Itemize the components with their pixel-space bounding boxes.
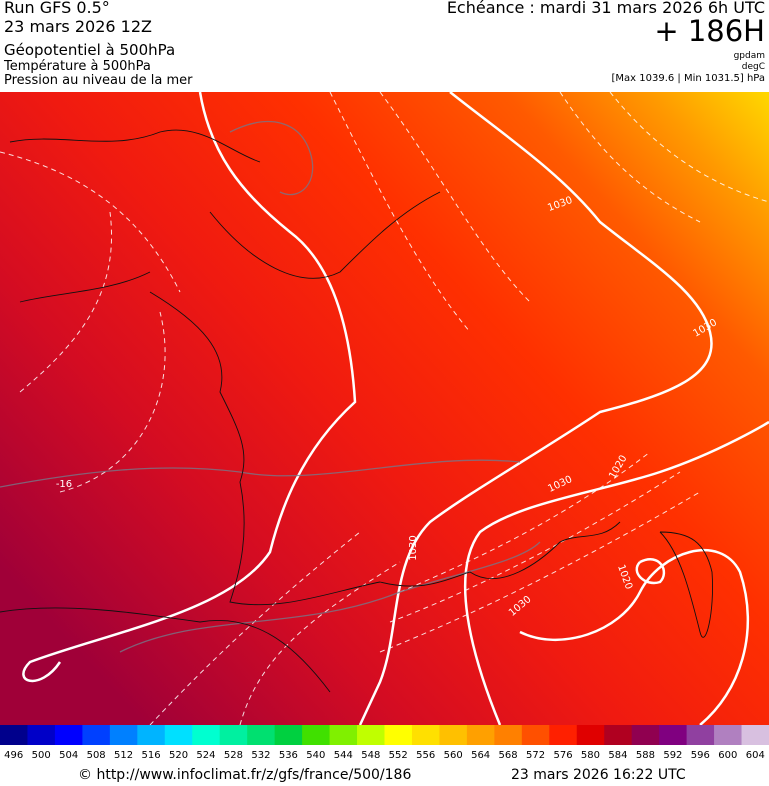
unit: gpdam [733,51,765,61]
colorbar-label: 516 [142,750,161,761]
header: Run GFS 0.5° 23 mars 2026 12Z Géopotenti… [0,0,769,92]
colorbar-swatch [274,725,303,745]
colorbar-label: 556 [416,750,435,761]
colorbar-swatch [357,725,385,745]
source-url: © http://www.infoclimat.fr/z/gfs/france/… [78,767,412,783]
colorbar-swatch [164,725,193,745]
run: Run GFS 0.5° [4,0,110,17]
colorbar-label: 552 [389,750,408,761]
colorbar-swatch [54,725,83,745]
colorbar-label: 596 [691,750,710,761]
colorbar-label: 500 [32,750,51,761]
colorbar-swatch [411,725,440,745]
colorbar-label: 528 [224,750,243,761]
colorbar-swatch [192,725,221,745]
colorbar-label: 532 [251,750,270,761]
colorbar-label: 592 [663,750,682,761]
colorbar-swatch [466,725,495,745]
colorbar-label: 512 [114,750,133,761]
forecast: Echéance : mardi 31 mars 2026 6h UTC [446,0,765,17]
unit: degC [741,62,765,72]
colorbar-label: 572 [526,750,545,761]
colorbar-swatch [576,725,605,745]
colorbar-swatch [604,725,633,745]
colorbar-label: 588 [636,750,655,761]
colorbar-swatch [521,725,550,745]
isotherms [0,92,769,725]
colorbar-swatch [686,725,715,745]
colorbar-swatch [219,725,248,745]
colorbar-swatch [384,725,413,745]
contour-label: -16 [56,479,72,490]
colorbar-label: 496 [4,750,23,761]
geopotential [0,120,541,653]
colorbar-swatch [439,725,468,745]
run-date: 23 mars 2026 12Z [4,17,152,36]
range: [Max 1039.6 | Min 1031.5] hPa [611,73,765,84]
colorbar-label: 544 [334,750,353,761]
colorbar-swatch [631,725,660,745]
colorbar-swatch [302,725,331,745]
field: Géopotentiel à 500hPa [4,41,176,59]
colorbar-label: 536 [279,750,298,761]
colorbar-label: 576 [553,750,572,761]
colorbar-swatch [741,725,769,745]
colorbar-label: 540 [306,750,325,761]
contour-label: 1030 [408,535,419,560]
colorbar-label: 560 [444,750,463,761]
colorbar-label: 580 [581,750,600,761]
colorbar-swatch [714,725,743,745]
field: Pression au niveau de la mer [4,73,193,88]
colorbar-swatch [247,725,276,745]
colorbar-swatch [329,725,358,745]
colorbar-label: 520 [169,750,188,761]
lead-time: + 186H [654,14,765,48]
timestamp: 23 mars 2026 16:22 UTC [511,767,686,783]
coastlines [0,129,713,693]
colorbar-swatch [109,725,138,745]
colorbar-swatch [27,725,56,745]
colorbar-label: 504 [59,750,78,761]
colorbar-label: 584 [608,750,627,761]
colorbar-swatch [82,725,111,745]
colorbar-label: 604 [746,750,765,761]
colorbar-swatch [549,725,578,745]
colorbar-swatch [137,725,166,745]
colorbar-swatch [0,725,28,745]
temperature-field [0,92,769,725]
colorbar-label: 508 [87,750,106,761]
field: Température à 500hPa [4,59,151,74]
colorbar-label: 524 [196,750,215,761]
colorbar: 496 500 504 508 512 516 520 524 528 532 536 540 544 5… [0,725,769,761]
colorbar-label: 564 [471,750,490,761]
colorbar-label: 600 [718,750,737,761]
colorbar-swatch [494,725,523,745]
colorbar-swatch [659,725,688,745]
colorbar-label: 548 [361,750,380,761]
colorbar-label: 568 [499,750,518,761]
